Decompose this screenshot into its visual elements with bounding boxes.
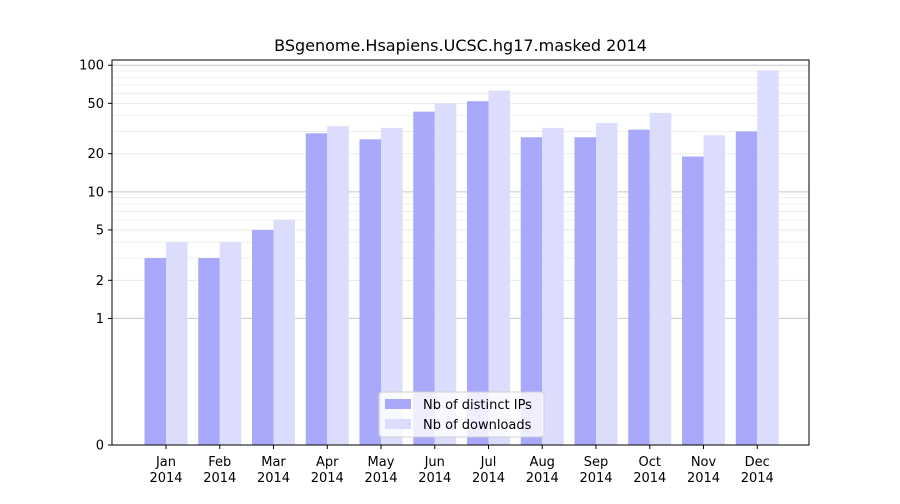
bar-downloads	[542, 127, 564, 445]
bar-downloads	[596, 122, 618, 445]
plot-frame	[111, 59, 810, 446]
bar-distinct-ips	[628, 129, 650, 445]
bar-downloads	[219, 242, 242, 445]
x-tick-label: May 2014	[364, 455, 397, 486]
bar-downloads	[327, 126, 349, 446]
bar-distinct-ips	[413, 111, 435, 445]
y-tick-label: 20	[87, 147, 104, 162]
bar-distinct-ips	[305, 133, 328, 445]
legend-swatch	[385, 419, 411, 429]
y-tick-label: 10	[87, 185, 104, 200]
bar-downloads	[166, 242, 188, 445]
x-tick-label: Jun 2014	[418, 455, 451, 486]
x-tick-label: Jan 2014	[149, 455, 182, 486]
bar-downloads	[434, 103, 457, 445]
x-tick-label: Feb 2014	[203, 455, 236, 486]
legend-box	[378, 391, 545, 438]
legend: Nb of distinct IPs Nb of downloads	[378, 391, 545, 438]
bar-distinct-ips	[574, 137, 596, 446]
legend-swatch	[385, 399, 411, 409]
bar-distinct-ips	[520, 137, 543, 446]
y-tick-label: 1	[96, 312, 104, 327]
bar-distinct-ips	[359, 139, 381, 445]
x-tick-label: Mar 2014	[257, 455, 290, 486]
bar-downloads	[273, 219, 295, 445]
x-tick-label: Jul 2014	[472, 455, 505, 486]
bars-layer	[144, 70, 779, 446]
chart-title: BSgenome.Hsapiens.UCSC.hg17.masked 2014	[274, 36, 647, 55]
x-tick-label: Apr 2014	[311, 455, 344, 486]
bar-distinct-ips	[252, 229, 274, 445]
x-tick-label: Nov 2014	[687, 455, 720, 486]
x-tick-label: Dec 2014	[741, 455, 774, 486]
bar-downloads	[757, 70, 779, 445]
y-tick-label: 2	[96, 274, 104, 289]
y-tick-label: 5	[96, 223, 104, 238]
y-tick-label: 100	[79, 59, 104, 74]
x-axis: Jan 2014 Feb 2014 Mar 2014 Apr 2014 May 2014 Jun 20…	[149, 445, 774, 486]
legend-label: Nb of downloads	[423, 418, 532, 433]
bar-distinct-ips	[198, 258, 220, 445]
y-axis: 0 1 2 5 10 20 50 100	[79, 59, 112, 454]
legend-label: Nb of distinct IPs	[423, 398, 532, 413]
bar-distinct-ips	[735, 131, 758, 445]
x-tick-label: Oct 2014	[633, 455, 666, 486]
y-tick-label: 0	[96, 439, 104, 454]
bar-distinct-ips	[144, 258, 166, 445]
bar-distinct-ips	[467, 101, 489, 446]
x-tick-label: Aug 2014	[526, 455, 559, 486]
bar-downloads	[703, 135, 725, 445]
y-tick-label: 50	[87, 97, 104, 112]
bar-distinct-ips	[682, 156, 704, 446]
bar-downloads	[488, 90, 510, 445]
x-tick-label: Sep 2014	[579, 455, 612, 486]
bar-downloads	[381, 127, 403, 445]
bar-downloads	[649, 112, 672, 446]
